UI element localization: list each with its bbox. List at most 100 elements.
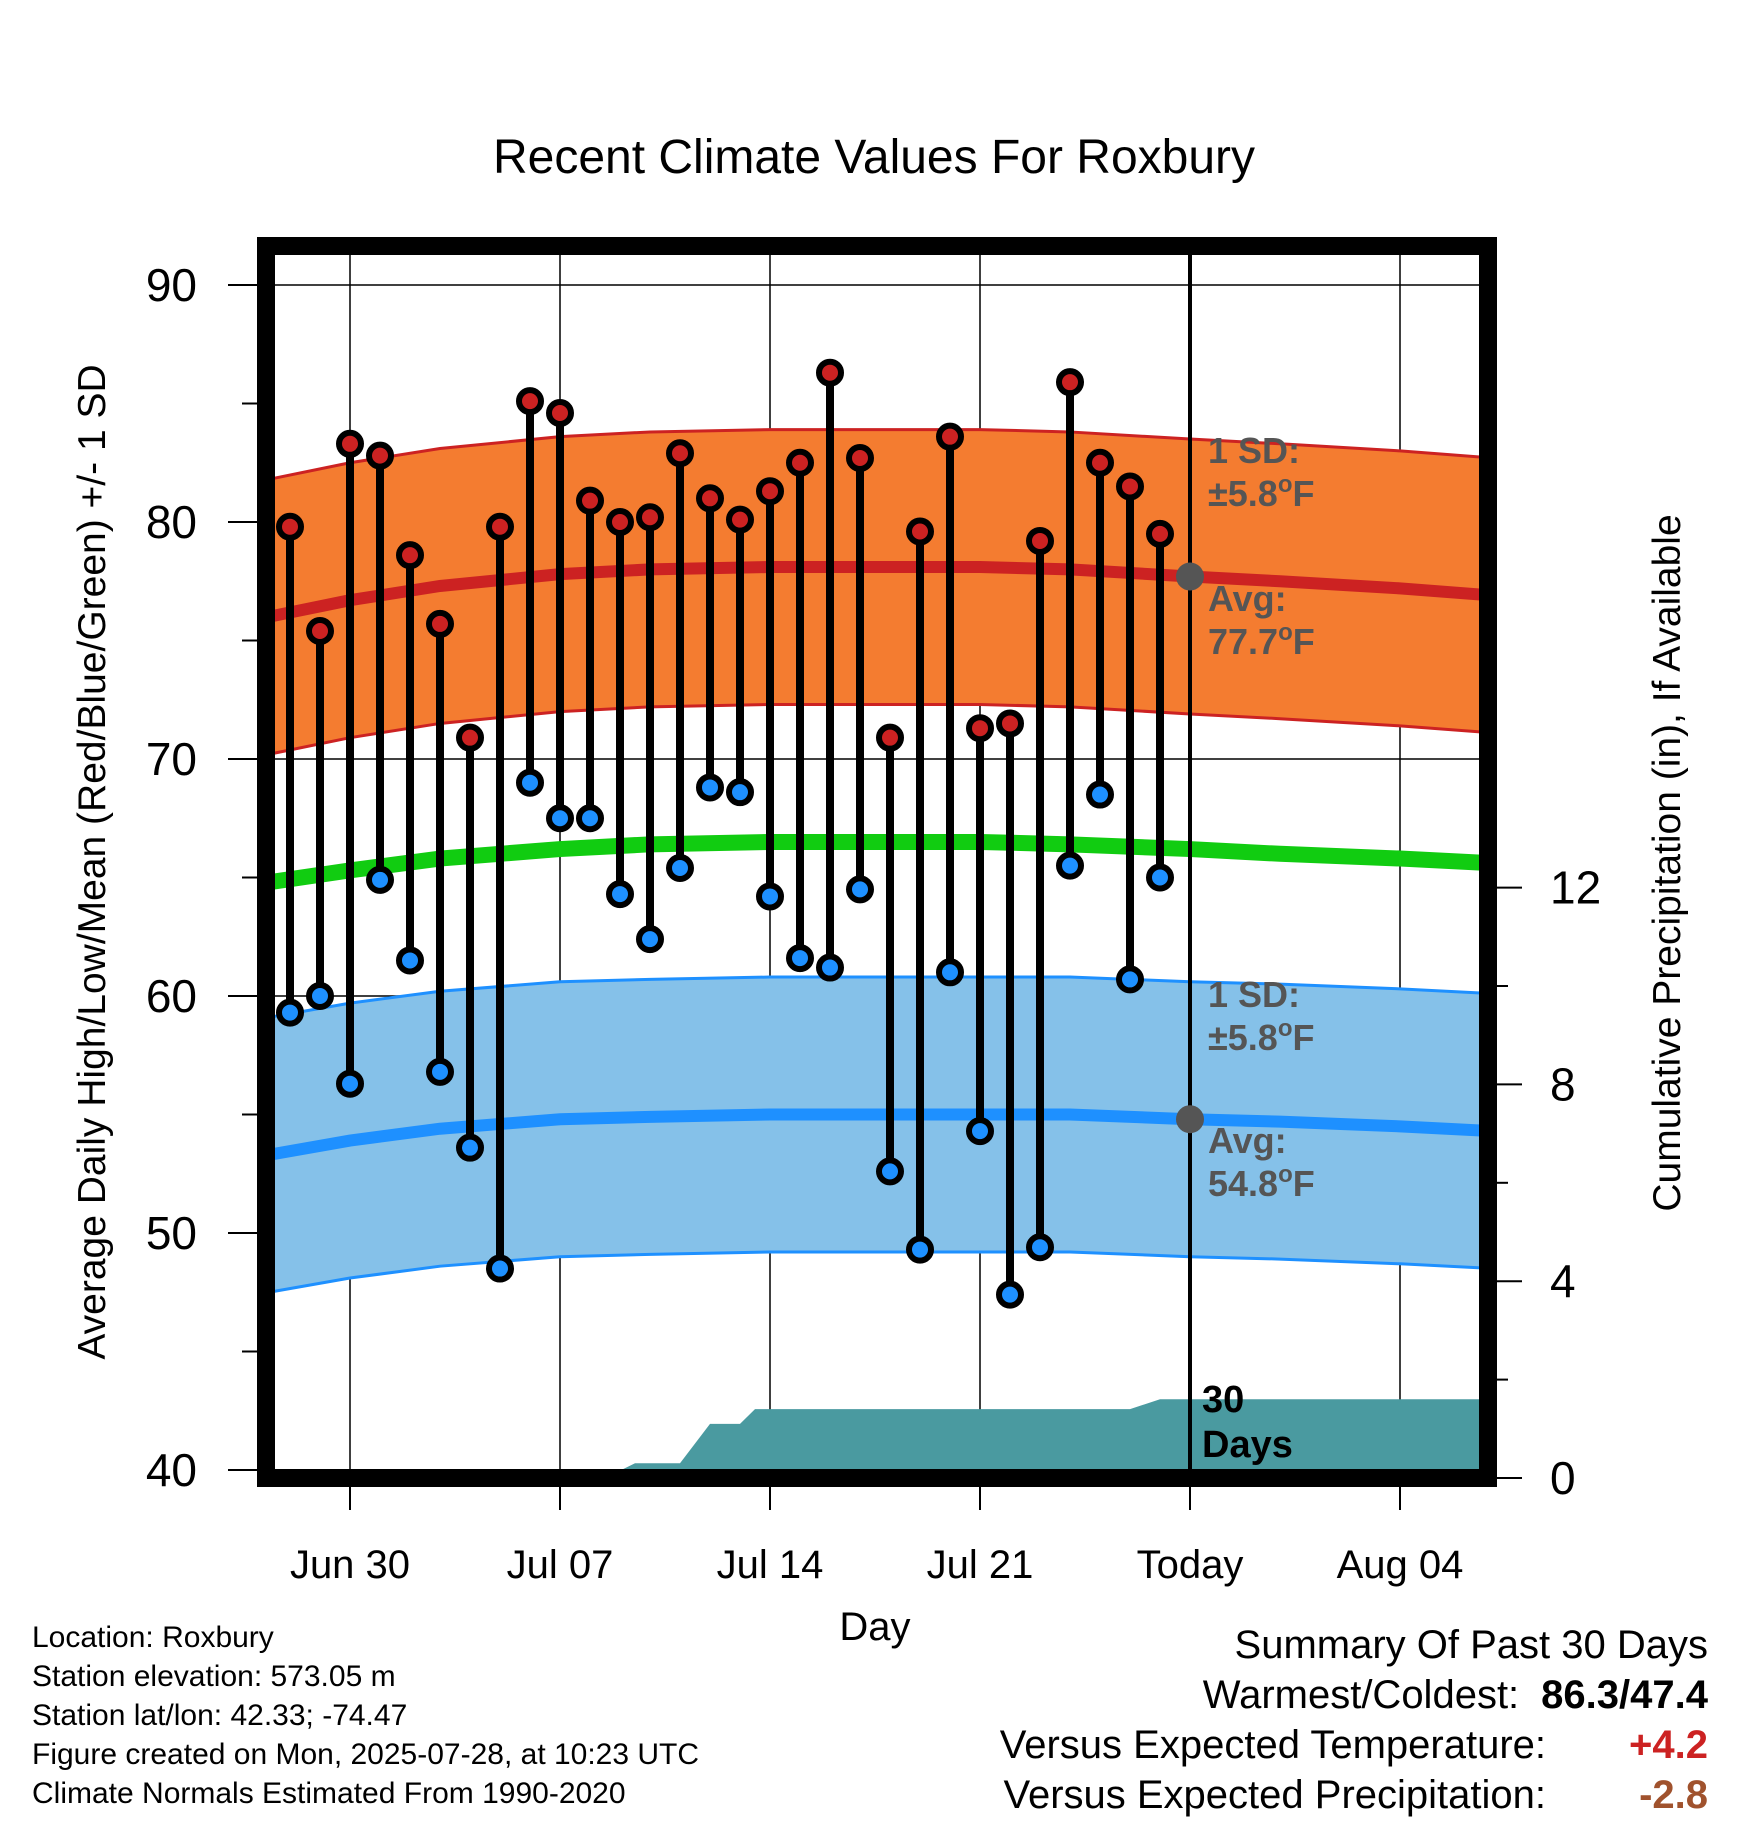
y-tick-label: 60: [146, 970, 197, 1022]
daily-low-point: [546, 804, 574, 833]
daily-high-point: [546, 398, 574, 427]
high-avg-value: 77.7oF: [1208, 619, 1315, 662]
precip-anomaly-label: Versus Expected Precipitation:: [1003, 1773, 1546, 1817]
daily-low-point: [1086, 780, 1114, 809]
daily-high-point: [786, 448, 814, 477]
daily-low-point: [306, 982, 334, 1010]
normals-text: Climate Normals Estimated From 1990-2020: [32, 1777, 626, 1810]
daily-high-point: [426, 609, 454, 638]
daily-low-point: [786, 944, 814, 973]
daily-high-point: [606, 508, 634, 536]
high-sd-value-value: ±5.8: [1208, 473, 1278, 514]
y2-axis-title: Cumulative Precipitation (in), If Availa…: [1646, 514, 1689, 1211]
low-sd-value-degree: o: [1278, 1015, 1293, 1042]
daily-low-point: [996, 1280, 1024, 1309]
daily-low-point: [486, 1254, 514, 1283]
daily-low-point: [336, 1069, 364, 1098]
low-avg-value-value: 54.8: [1208, 1163, 1278, 1204]
low-avg-label-value: Avg:: [1208, 1120, 1287, 1161]
warm-cold-row: Warmest/Coldest: 86.3/47.4: [1000, 1670, 1708, 1720]
daily-high-point: [666, 439, 694, 468]
daily-low-point: [696, 773, 724, 802]
daily-high-point: [456, 723, 484, 752]
daily-high-point: [876, 723, 904, 752]
daily-low-point: [906, 1235, 934, 1264]
x-tick-label: Jul 07: [507, 1543, 614, 1587]
low-avg-value-degree: o: [1278, 1161, 1293, 1188]
y2-tick-label: 12: [1550, 862, 1601, 914]
normal-low-line: [267, 1108, 1488, 1161]
x-tick-label: Jul 21: [927, 1543, 1034, 1587]
daily-high-point: [936, 422, 964, 451]
daily-high-point: [306, 617, 334, 646]
daily-low-point: [816, 953, 844, 982]
temp-anomaly-value: +4.2: [1629, 1723, 1708, 1767]
summary-panel: Summary Of Past 30 Days Warmest/Coldest:…: [1000, 1620, 1708, 1820]
high-sd-band: [269, 429, 1488, 755]
daily-high-point: [726, 505, 754, 534]
low-sd-label: 1 SD:: [1208, 974, 1300, 1015]
daily-low-point: [1026, 1233, 1054, 1262]
elevation-text: Station elevation: 573.05 m: [32, 1660, 396, 1693]
daily-high-point: [1146, 519, 1174, 548]
y-tick-label: 70: [146, 733, 197, 785]
daily-high-point: [396, 541, 424, 570]
station-metadata: Location: Roxbury Station elevation: 573…: [32, 1618, 699, 1813]
precip-anomaly-row: Versus Expected Precipitation: -2.8: [1000, 1770, 1708, 1820]
daily-low-point: [606, 880, 634, 909]
daily-low-point: [756, 882, 784, 911]
x-tick-label: Aug 04: [1337, 1543, 1464, 1587]
y-tick-label: 90: [146, 259, 197, 311]
y-tick-label: 40: [146, 1444, 197, 1496]
x-tick-label: Jul 14: [717, 1543, 824, 1587]
y2-tick-label: 8: [1550, 1058, 1576, 1110]
high-avg-value-unit: F: [1293, 621, 1315, 662]
daily-low-point: [426, 1057, 454, 1086]
daily-high-point: [996, 709, 1024, 738]
daily-high-point: [336, 429, 364, 458]
high-avg-value-degree: o: [1278, 619, 1293, 646]
low-avg-label: Avg:: [1208, 1120, 1287, 1161]
low-avg-value-unit: F: [1293, 1163, 1315, 1204]
daily-low-point: [576, 804, 604, 833]
today-high-avg-marker: [1176, 562, 1204, 591]
daily-low-point: [456, 1133, 484, 1162]
daily-low-point: [1056, 851, 1084, 880]
low-sd-value-unit: F: [1292, 1017, 1314, 1058]
today-low-avg-marker: [1176, 1105, 1204, 1134]
low-sd-value-value: ±5.8: [1208, 1017, 1278, 1058]
temp-anomaly-row: Versus Expected Temperature: +4.2: [1000, 1720, 1708, 1770]
daily-high-point: [1056, 368, 1084, 397]
chart-title: Recent Climate Values For Roxbury: [492, 131, 1256, 184]
daily-high-point: [1086, 448, 1114, 477]
daily-high-point: [276, 512, 304, 541]
daily-low-point: [846, 875, 874, 904]
daily-high-point: [516, 387, 544, 416]
high-sd-label-value: 1 SD:: [1208, 430, 1300, 471]
summary-heading: Summary Of Past 30 Days: [1234, 1623, 1708, 1667]
daily-low-point: [276, 998, 304, 1027]
latlon-text: Station lat/lon: 42.33; -74.47: [32, 1699, 408, 1732]
created-text: Figure created on Mon, 2025-07-28, at 10…: [32, 1738, 700, 1771]
daily-high-point: [816, 358, 844, 387]
x-axis-title: Day: [839, 1605, 910, 1649]
daily-low-point: [936, 958, 964, 987]
daily-low-point: [666, 854, 694, 883]
daily-low-point: [876, 1157, 904, 1186]
precip-period-label: Days: [1202, 1424, 1293, 1466]
daily-low-point: [516, 768, 544, 797]
daily-low-point: [396, 946, 424, 975]
daily-high-point: [636, 503, 664, 532]
daily-high-point: [696, 484, 724, 513]
high-sd-upper-line: [268, 428, 1488, 481]
low-sd-band: [269, 977, 1488, 1293]
daily-high-point: [486, 512, 514, 541]
low-avg-value: 54.8oF: [1208, 1161, 1315, 1204]
warm-cold-value: 86.3/47.4: [1541, 1673, 1708, 1717]
daily-high-point: [366, 441, 394, 470]
y2-tick-label: 0: [1550, 1452, 1576, 1504]
daily-high-point: [966, 714, 994, 743]
low-sd-label-value: 1 SD:: [1208, 974, 1300, 1015]
high-sd-value-unit: F: [1292, 473, 1314, 514]
